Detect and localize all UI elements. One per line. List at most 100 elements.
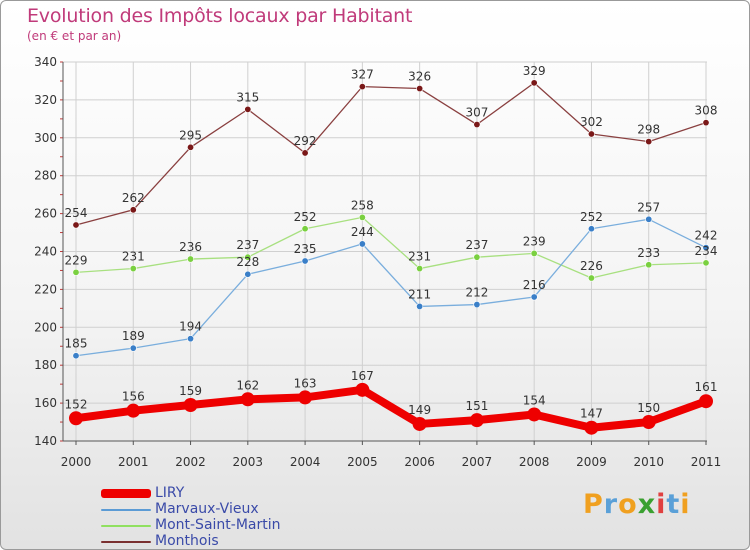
data-point-marvaux-vieux — [645, 215, 653, 223]
y-tick-label: 240 — [34, 245, 57, 259]
x-tick-label: 2008 — [519, 455, 550, 469]
data-point-monthois — [129, 206, 137, 214]
data-label-mont-saint-martin: 236 — [179, 240, 202, 254]
x-tick-label: 2003 — [233, 455, 264, 469]
data-label-marvaux-vieux: 228 — [236, 255, 259, 269]
legend-item-liry: LIRY — [101, 485, 341, 502]
data-point-liry — [183, 397, 198, 412]
data-point-mont-saint-martin — [129, 265, 137, 273]
data-label-liry: 149 — [408, 403, 431, 417]
data-point-liry — [469, 413, 484, 428]
legend-label-monthois: Monthois — [155, 533, 219, 549]
y-tick-label: 160 — [34, 396, 57, 410]
data-label-liry: 167 — [351, 369, 374, 383]
series-line-marvaux-vieux — [75, 218, 707, 357]
data-point-monthois — [416, 85, 424, 93]
x-tick-label: 2010 — [633, 455, 664, 469]
series-line-monthois — [75, 82, 707, 226]
logo-letter: i — [680, 489, 691, 520]
data-label-liry: 162 — [236, 378, 259, 392]
data-label-mont-saint-martin: 239 — [523, 234, 546, 248]
data-point-liry — [355, 382, 370, 397]
logo-letter: r — [603, 489, 619, 520]
data-point-monthois — [187, 143, 195, 151]
x-tick-label: 2007 — [462, 455, 493, 469]
data-point-monthois — [358, 83, 366, 91]
legend-item-mont-saint-martin: Mont-Saint-Martin — [101, 517, 341, 534]
data-label-marvaux-vieux: 185 — [65, 337, 88, 351]
data-label-monthois: 315 — [236, 90, 259, 104]
data-point-liry — [641, 415, 656, 430]
data-label-monthois: 295 — [179, 128, 202, 142]
data-label-mont-saint-martin: 237 — [236, 238, 259, 252]
data-label-mont-saint-martin: 231 — [408, 250, 431, 264]
data-label-liry: 152 — [65, 397, 88, 411]
data-label-monthois: 254 — [65, 206, 88, 220]
data-label-marvaux-vieux: 189 — [122, 329, 145, 343]
legend-swatch-marvaux-vieux — [101, 509, 151, 511]
data-label-marvaux-vieux: 244 — [351, 225, 374, 239]
data-point-liry — [412, 416, 427, 431]
data-point-monthois — [473, 121, 481, 129]
data-label-marvaux-vieux: 252 — [580, 210, 603, 224]
data-label-monthois: 307 — [465, 106, 488, 120]
legend-label-marvaux-vieux: Marvaux-Vieux — [155, 501, 259, 517]
data-label-mont-saint-martin: 226 — [580, 259, 603, 273]
data-label-liry: 159 — [179, 384, 202, 398]
x-tick-label: 2001 — [118, 455, 149, 469]
legend-item-marvaux-vieux: Marvaux-Vieux — [101, 501, 341, 518]
data-point-marvaux-vieux — [416, 302, 424, 310]
data-point-monthois — [645, 138, 653, 146]
data-point-mont-saint-martin — [301, 225, 309, 233]
x-tick-label: 2002 — [175, 455, 206, 469]
data-point-liry — [699, 394, 713, 409]
data-label-liry: 161 — [695, 380, 718, 394]
data-label-marvaux-vieux: 216 — [523, 278, 546, 292]
y-tick-label: 300 — [34, 131, 57, 145]
y-tick-label: 220 — [34, 282, 57, 296]
logo-letter: i — [656, 489, 667, 520]
data-point-liry — [584, 420, 599, 435]
proxiti-logo: Proxiti — [583, 489, 691, 520]
legend-item-monthois: Monthois — [101, 533, 341, 549]
data-point-monthois — [72, 221, 80, 229]
data-label-monthois: 308 — [695, 104, 718, 118]
data-point-mont-saint-martin — [244, 253, 252, 261]
data-point-monthois — [244, 105, 252, 113]
logo-letter: P — [583, 489, 604, 520]
y-tick-label: 340 — [34, 55, 57, 69]
data-point-marvaux-vieux — [72, 352, 80, 360]
data-point-mont-saint-martin — [587, 274, 595, 282]
data-label-monthois: 292 — [294, 134, 317, 148]
data-point-mont-saint-martin — [530, 249, 538, 257]
data-point-mont-saint-martin — [416, 265, 424, 273]
data-point-marvaux-vieux — [301, 257, 309, 265]
data-label-liry: 147 — [580, 407, 603, 421]
series-line-liry — [72, 385, 710, 432]
data-label-liry: 151 — [465, 399, 488, 413]
logo-letter: o — [618, 489, 638, 520]
data-label-liry: 154 — [523, 393, 546, 407]
data-point-liry — [527, 407, 542, 422]
data-label-monthois: 302 — [580, 115, 603, 129]
data-label-liry: 163 — [294, 376, 317, 390]
data-point-mont-saint-martin — [473, 253, 481, 261]
legend-swatch-mont-saint-martin — [101, 525, 151, 527]
y-tick-label: 140 — [34, 434, 57, 448]
chart-subtitle: (en € et par an) — [27, 29, 122, 43]
data-label-marvaux-vieux: 211 — [408, 287, 431, 301]
x-tick-label: 2004 — [290, 455, 321, 469]
data-label-monthois: 329 — [523, 64, 546, 78]
y-tick-label: 320 — [34, 93, 57, 107]
data-point-monthois — [587, 130, 595, 138]
chart-title: Evolution des Impôts locaux par Habitant — [27, 5, 413, 27]
data-point-liry — [298, 390, 313, 405]
data-point-mont-saint-martin — [187, 255, 195, 263]
y-tick-label: 280 — [34, 169, 57, 183]
y-tick-label: 180 — [34, 358, 57, 372]
data-label-marvaux-vieux: 194 — [179, 320, 202, 334]
data-label-monthois: 327 — [351, 68, 374, 82]
data-point-monthois — [702, 119, 710, 127]
data-label-mont-saint-martin: 233 — [637, 246, 660, 260]
